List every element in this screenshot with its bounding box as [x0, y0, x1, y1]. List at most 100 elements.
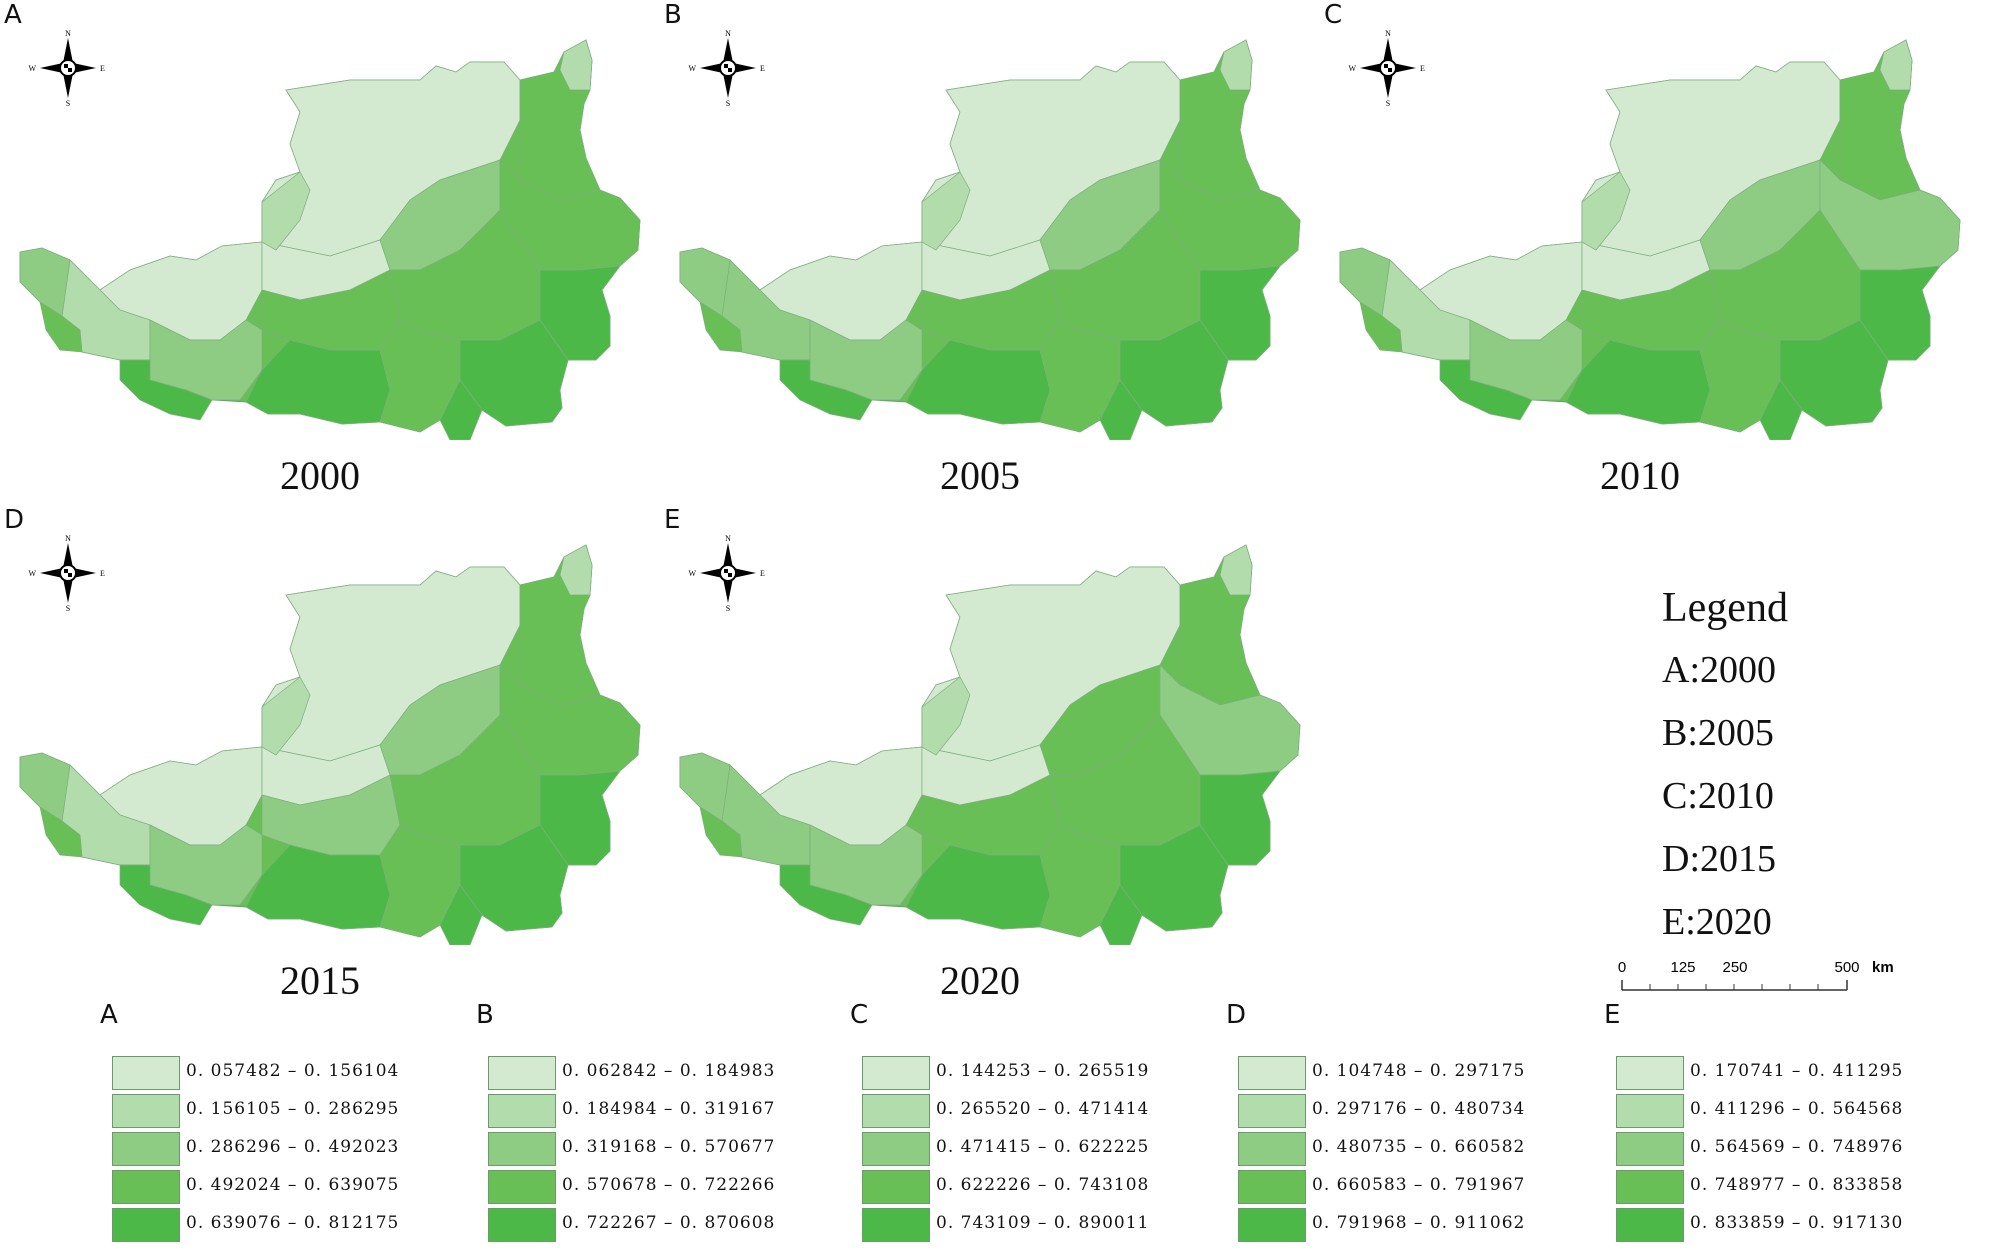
map-region [261, 171, 311, 251]
panel-year: 2005 [940, 453, 1020, 498]
class-range-label: 0. 743109 – 0. 890011 [936, 1213, 1150, 1233]
compass-label: S [726, 604, 730, 613]
class-range-label: 0. 104748 – 0. 297175 [1312, 1061, 1526, 1081]
map-region [1099, 379, 1143, 440]
compass-label: W [28, 569, 36, 578]
map-panel: C N S W E 2010 [1320, 0, 1961, 498]
class-swatch [112, 1208, 180, 1242]
compass-label: E [100, 569, 105, 578]
class-swatch [862, 1132, 930, 1166]
choropleth-map [19, 544, 641, 945]
panel-year: 2020 [940, 958, 1020, 1003]
compass-icon: N S W E [688, 29, 765, 108]
panel-letter: A [4, 0, 22, 30]
class-swatch [1238, 1056, 1306, 1090]
compass-icon: N S W E [1348, 29, 1425, 108]
class-swatch [862, 1094, 930, 1128]
map-region [779, 864, 873, 926]
compass-label: S [66, 604, 70, 613]
panel-year: 2015 [280, 958, 360, 1003]
map-panel: A N S W E 2000 [0, 0, 641, 498]
scale-unit: km [1872, 959, 1894, 976]
map-region [559, 39, 593, 91]
scale-tick-label: 500 [1834, 959, 1859, 976]
legend-year-item: B:2005 [1662, 712, 1774, 754]
class-legend-letter: C [850, 1000, 869, 1030]
map-region [699, 301, 743, 353]
class-legend-letter: E [1604, 1000, 1621, 1030]
class-range-label: 0. 144253 – 0. 265519 [936, 1061, 1150, 1081]
map-region [699, 806, 743, 858]
class-swatch [862, 1208, 930, 1242]
map-region [439, 884, 483, 945]
class-range-label: 0. 791968 – 0. 911062 [1312, 1213, 1526, 1233]
class-range-label: 0. 833859 – 0. 917130 [1690, 1213, 1904, 1233]
class-swatch [112, 1056, 180, 1090]
map-region [1581, 171, 1631, 251]
class-swatch [1616, 1056, 1684, 1090]
scale-tick-label: 250 [1722, 959, 1747, 976]
compass-label: E [760, 64, 765, 73]
class-range-label: 0. 184984 – 0. 319167 [562, 1099, 776, 1119]
compass-label: S [1386, 99, 1390, 108]
compass-label: N [725, 29, 731, 38]
class-swatch [1616, 1094, 1684, 1128]
map-region [1439, 359, 1533, 421]
class-swatch [488, 1132, 556, 1166]
class-swatch [1238, 1132, 1306, 1166]
legend-title: Legend [1662, 585, 1788, 631]
panel-letter: C [1324, 0, 1343, 30]
class-swatch [112, 1170, 180, 1204]
choropleth-map [679, 39, 1301, 440]
choropleth-map [679, 544, 1301, 945]
class-swatch [862, 1170, 930, 1204]
panel-year: 2000 [280, 453, 360, 498]
compass-label: E [1420, 64, 1425, 73]
compass-label: E [100, 64, 105, 73]
map-region [119, 864, 213, 926]
class-swatch [1238, 1170, 1306, 1204]
map-region [921, 676, 971, 756]
class-swatch [488, 1094, 556, 1128]
class-range-label: 0. 057482 – 0. 156104 [186, 1061, 400, 1081]
scale-tick-label: 0 [1618, 959, 1626, 976]
class-swatch [112, 1094, 180, 1128]
class-range-label: 0. 570678 – 0. 722266 [562, 1175, 776, 1195]
choropleth-map [19, 39, 641, 440]
legend-year-item: C:2010 [1662, 775, 1774, 817]
class-range-label: 0. 564569 – 0. 748976 [1690, 1137, 1904, 1157]
class-range-label: 0. 480735 – 0. 660582 [1312, 1137, 1526, 1157]
compass-label: S [726, 99, 730, 108]
map-panel: D N S W E 2015 [0, 505, 641, 1003]
panel-letter: D [4, 505, 25, 535]
scale-tick-label: 125 [1670, 959, 1695, 976]
class-swatch [1238, 1094, 1306, 1128]
class-legend-letter: B [476, 1000, 494, 1030]
panel-letter: E [664, 505, 681, 535]
compass-label: N [65, 534, 71, 543]
class-range-label: 0. 622226 – 0. 743108 [936, 1175, 1150, 1195]
legend-year-item: D:2015 [1662, 838, 1776, 880]
scale-bar: 0 125 250 500 km [1618, 959, 1894, 991]
compass-icon: N S W E [688, 534, 765, 613]
class-legend-letter: D [1226, 1000, 1247, 1030]
class-swatch [112, 1132, 180, 1166]
compass-label: W [688, 569, 696, 578]
class-range-label: 0. 639076 – 0. 812175 [186, 1213, 400, 1233]
class-range-label: 0. 286296 – 0. 492023 [186, 1137, 400, 1157]
map-region [1879, 39, 1913, 91]
compass-label: N [725, 534, 731, 543]
compass-label: E [760, 569, 765, 578]
map-region [1759, 379, 1803, 440]
map-region [921, 171, 971, 251]
compass-icon: N S W E [28, 29, 105, 108]
map-region [261, 676, 311, 756]
map-region [1219, 544, 1253, 596]
map-region [439, 379, 483, 440]
map-region [39, 806, 83, 858]
class-swatch [488, 1056, 556, 1090]
class-range-label: 0. 411296 – 0. 564568 [1690, 1099, 1904, 1119]
map-panel: B N S W E 2005 [660, 0, 1301, 498]
map-region [39, 301, 83, 353]
compass-label: W [1348, 64, 1356, 73]
